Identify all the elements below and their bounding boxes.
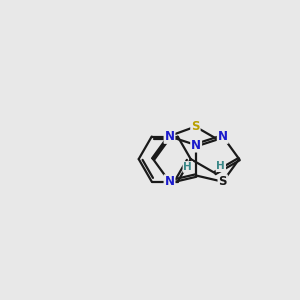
- Text: N: N: [164, 175, 175, 188]
- Text: H: H: [183, 162, 192, 172]
- Text: N: N: [218, 130, 228, 143]
- Text: N: N: [164, 130, 175, 143]
- Text: N: N: [191, 139, 201, 152]
- Text: S: S: [218, 175, 227, 188]
- Text: S: S: [191, 120, 200, 133]
- Text: H: H: [217, 161, 225, 171]
